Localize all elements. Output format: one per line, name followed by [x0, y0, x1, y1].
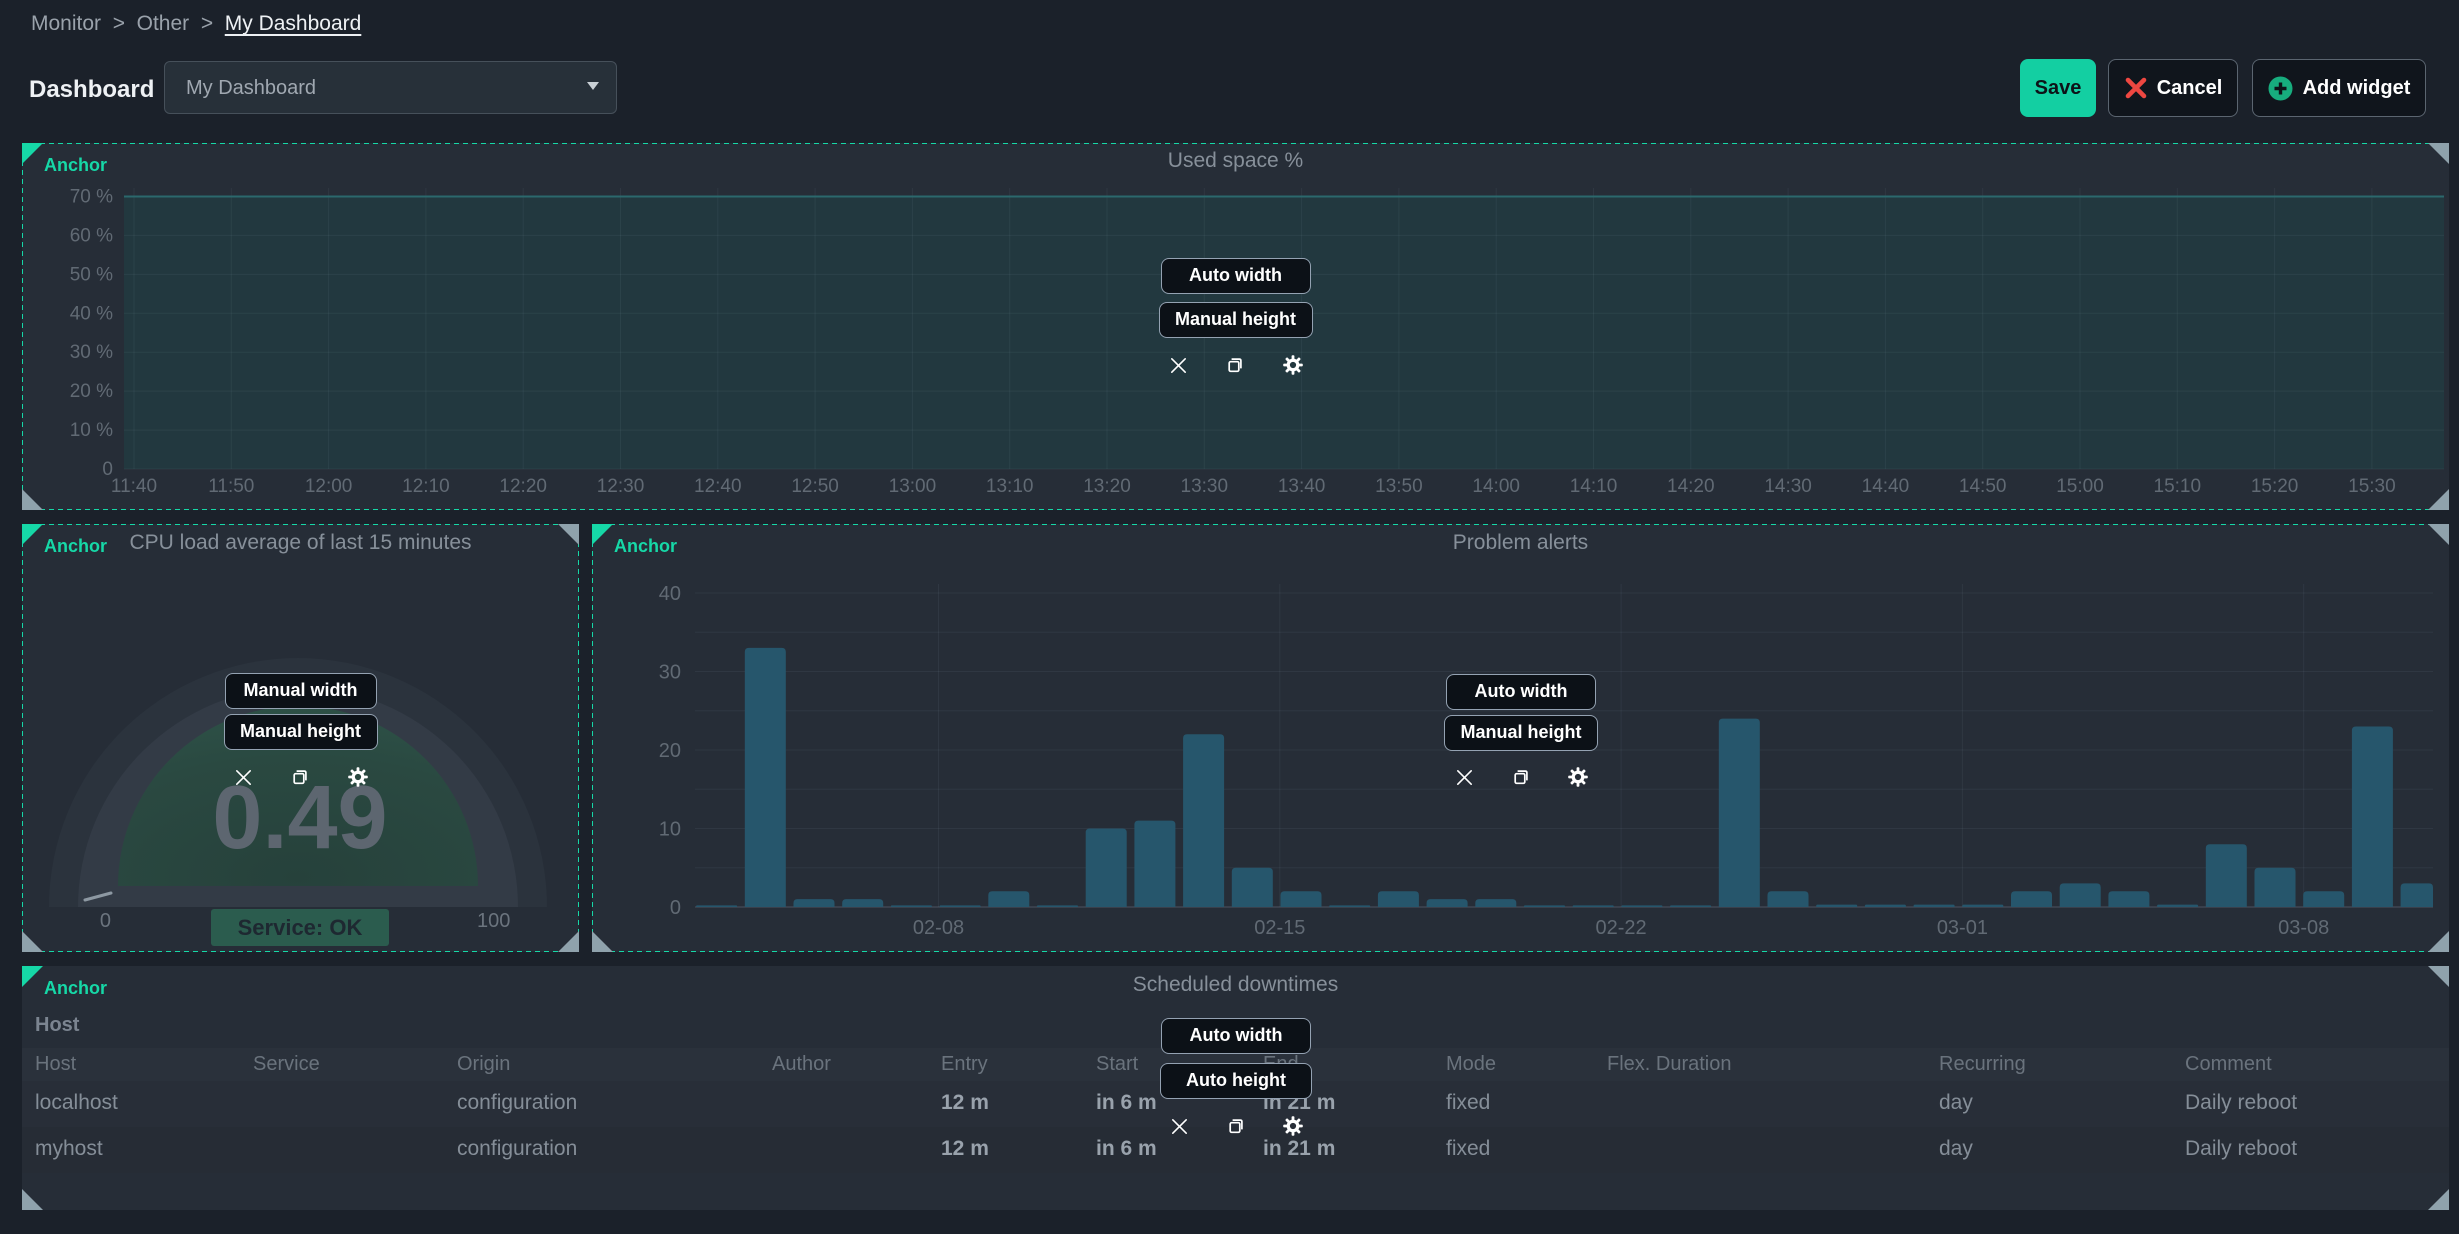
svg-text:10 %: 10 % — [70, 420, 113, 441]
svg-text:50 %: 50 % — [70, 264, 113, 285]
svg-text:15:00: 15:00 — [2056, 476, 2104, 497]
svg-text:100: 100 — [477, 910, 510, 932]
svg-text:12:00: 12:00 — [305, 476, 353, 497]
svg-text:12:10: 12:10 — [402, 476, 450, 497]
svg-text:12:30: 12:30 — [597, 476, 645, 497]
svg-text:20: 20 — [659, 740, 681, 762]
svg-text:13:00: 13:00 — [889, 476, 937, 497]
svg-text:14:00: 14:00 — [1472, 476, 1520, 497]
svg-text:Service: OK: Service: OK — [238, 915, 363, 940]
svg-text:60 %: 60 % — [70, 225, 113, 246]
svg-text:03-08: 03-08 — [2278, 917, 2329, 939]
svg-text:15:10: 15:10 — [2154, 476, 2202, 497]
svg-text:15:30: 15:30 — [2348, 476, 2396, 497]
svg-text:40 %: 40 % — [70, 303, 113, 324]
svg-text:13:50: 13:50 — [1375, 476, 1423, 497]
svg-text:13:20: 13:20 — [1083, 476, 1131, 497]
svg-text:0: 0 — [670, 897, 681, 919]
svg-text:14:50: 14:50 — [1959, 476, 2007, 497]
svg-text:14:40: 14:40 — [1862, 476, 1910, 497]
svg-text:13:10: 13:10 — [986, 476, 1034, 497]
svg-text:02-22: 02-22 — [1596, 917, 1647, 939]
svg-text:12:50: 12:50 — [791, 476, 839, 497]
svg-text:02-08: 02-08 — [913, 917, 964, 939]
svg-text:03-01: 03-01 — [1937, 917, 1988, 939]
svg-text:11:40: 11:40 — [111, 476, 157, 497]
svg-text:30: 30 — [659, 662, 681, 684]
svg-text:70 %: 70 % — [70, 187, 113, 208]
svg-text:20 %: 20 % — [70, 381, 113, 402]
svg-text:02-15: 02-15 — [1254, 917, 1305, 939]
svg-text:12:40: 12:40 — [694, 476, 742, 497]
svg-text:12:20: 12:20 — [499, 476, 547, 497]
svg-text:10: 10 — [659, 819, 681, 841]
svg-text:13:30: 13:30 — [1181, 476, 1229, 497]
svg-text:14:10: 14:10 — [1570, 476, 1618, 497]
svg-text:0: 0 — [102, 459, 113, 480]
svg-text:14:30: 14:30 — [1764, 476, 1812, 497]
svg-text:30 %: 30 % — [70, 342, 113, 363]
svg-text:0: 0 — [100, 910, 111, 932]
svg-text:15:20: 15:20 — [2251, 476, 2299, 497]
svg-text:11:50: 11:50 — [208, 476, 254, 497]
svg-text:14:20: 14:20 — [1667, 476, 1715, 497]
svg-text:40: 40 — [659, 583, 681, 605]
svg-text:13:40: 13:40 — [1278, 476, 1326, 497]
